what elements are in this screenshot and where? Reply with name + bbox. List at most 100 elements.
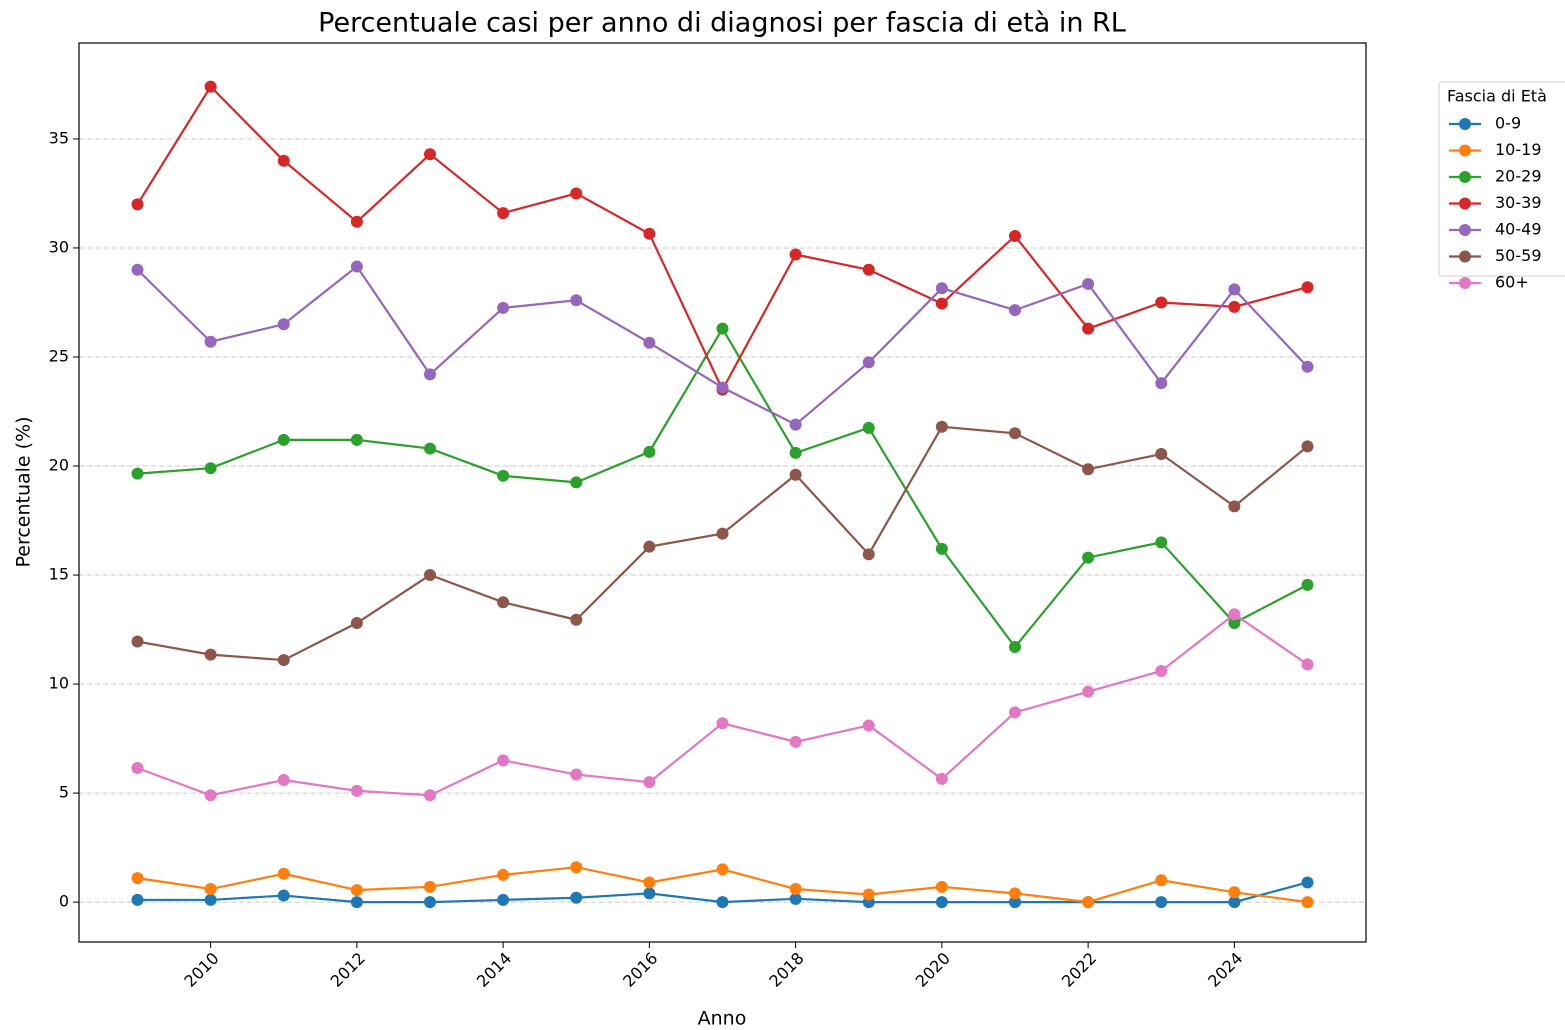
data-point <box>497 893 510 906</box>
data-point <box>1155 874 1168 887</box>
data-point <box>1301 578 1314 591</box>
data-point <box>1009 640 1021 653</box>
data-point <box>1155 664 1168 677</box>
data-point <box>1228 617 1241 629</box>
x-tick-label: 2016 <box>619 949 661 991</box>
legend-label: 60+ <box>1495 273 1529 292</box>
data-point <box>1082 277 1095 290</box>
y-tick-label: 10 <box>49 674 69 693</box>
data-point <box>204 893 217 906</box>
legend-marker <box>1459 144 1471 157</box>
data-point <box>1082 463 1095 476</box>
x-tick-label: 2020 <box>912 949 954 991</box>
x-tick-label: 2014 <box>473 949 515 991</box>
data-point <box>131 872 144 885</box>
legend-label: 30-39 <box>1495 193 1542 212</box>
data-point <box>862 548 875 561</box>
data-point <box>1301 281 1314 294</box>
data-point <box>570 476 583 489</box>
data-point <box>350 884 363 897</box>
y-tick-label: 25 <box>49 346 69 365</box>
y-tick-label: 15 <box>49 565 69 584</box>
data-point <box>1301 440 1314 453</box>
legend-label: 10-19 <box>1495 140 1542 159</box>
data-point <box>277 889 290 902</box>
data-point <box>350 215 363 228</box>
data-point <box>497 868 510 881</box>
data-point <box>131 198 144 211</box>
y-tick-label: 5 <box>59 783 69 802</box>
legend-label: 50-59 <box>1495 246 1542 265</box>
data-point <box>570 187 583 200</box>
data-point <box>716 717 729 730</box>
data-point <box>1155 896 1168 909</box>
data-point <box>131 467 144 480</box>
x-tick-label: 2024 <box>1204 949 1246 991</box>
data-point <box>424 569 436 582</box>
data-point <box>131 762 144 774</box>
data-point <box>570 294 583 307</box>
data-point <box>1155 296 1168 309</box>
x-axis-label: Anno <box>698 1008 747 1030</box>
data-point <box>789 468 802 481</box>
data-point <box>497 596 510 609</box>
data-point <box>204 80 217 93</box>
data-point <box>277 773 290 786</box>
legend-marker <box>1459 250 1471 263</box>
data-point <box>716 322 729 335</box>
series-line <box>137 326 1309 649</box>
y-tick-label: 0 <box>59 892 69 911</box>
legend-marker <box>1459 224 1471 236</box>
data-point <box>789 418 802 431</box>
data-point <box>497 469 510 482</box>
data-point <box>204 789 217 802</box>
data-point <box>277 867 290 880</box>
legend-marker <box>1459 277 1471 289</box>
data-point <box>862 263 875 276</box>
data-point <box>1228 300 1241 313</box>
data-point <box>862 719 875 732</box>
data-point <box>1009 229 1021 242</box>
data-point <box>862 356 875 369</box>
data-point <box>789 892 802 905</box>
data-point <box>716 381 729 394</box>
data-point <box>1155 377 1168 390</box>
x-tick-label: 2012 <box>327 949 369 991</box>
legend-box <box>1438 81 1565 277</box>
data-point <box>350 896 363 909</box>
data-point <box>935 772 948 785</box>
legend-label: 40-49 <box>1495 220 1542 239</box>
data-point <box>643 876 656 889</box>
data-point <box>1301 658 1314 671</box>
y-tick-label: 35 <box>49 128 69 147</box>
data-point <box>570 768 583 781</box>
data-point <box>1228 896 1241 909</box>
data-point <box>350 784 363 797</box>
data-point <box>1009 304 1021 317</box>
data-point <box>497 207 510 220</box>
data-point <box>350 617 363 629</box>
data-point <box>643 887 656 900</box>
data-point <box>1228 886 1241 899</box>
data-point <box>1155 536 1168 549</box>
y-tick-label: 20 <box>49 456 69 475</box>
data-point <box>789 735 802 748</box>
y-axis-label: Percentuale (%) <box>13 416 35 567</box>
data-point <box>131 893 144 906</box>
data-point <box>1301 896 1314 909</box>
legend-label: 20-29 <box>1495 167 1542 186</box>
legend-label: 0-9 <box>1495 114 1521 133</box>
data-point <box>789 248 802 261</box>
data-point <box>862 421 875 434</box>
data-point <box>1082 685 1095 698</box>
data-point <box>935 896 948 909</box>
x-tick-label: 2018 <box>765 949 807 991</box>
data-point <box>424 789 436 802</box>
data-point <box>1228 608 1241 621</box>
data-point <box>789 883 802 896</box>
plot-frame <box>78 42 1367 943</box>
data-point <box>277 154 290 167</box>
data-point <box>643 540 656 553</box>
data-point <box>643 336 656 349</box>
data-point <box>497 754 510 767</box>
